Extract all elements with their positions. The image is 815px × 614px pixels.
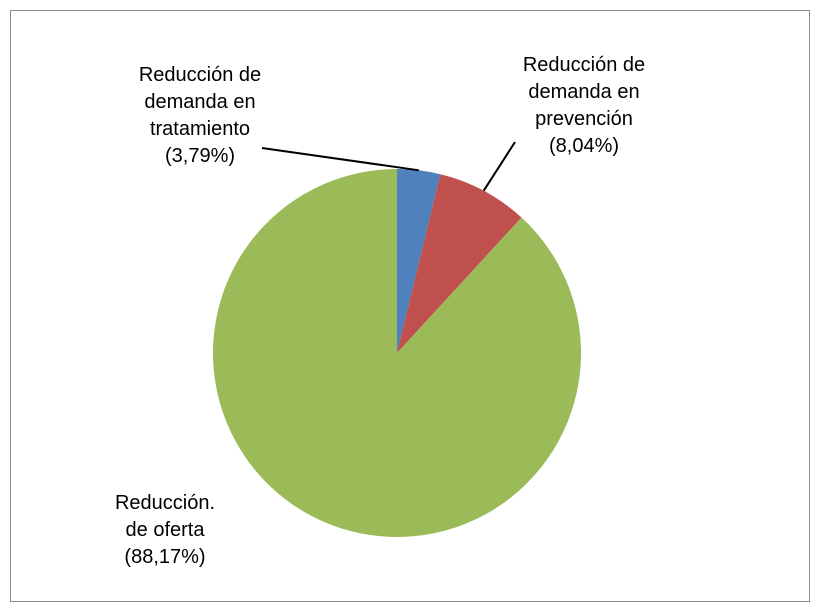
slice-category: Reducción. de oferta	[114, 492, 216, 541]
leader-line	[261, 147, 419, 172]
pie-slice	[397, 174, 522, 353]
slice-label: Reducción de demanda en prevención (8,04%…	[498, 52, 670, 160]
pie-slice	[397, 169, 441, 353]
slice-value-label: (88,17%)	[124, 546, 206, 568]
pie-slice	[212, 169, 581, 537]
slice-label: Reducción. de oferta (88,17%)	[105, 490, 225, 571]
slice-value-label: (3,79%)	[164, 145, 236, 167]
slice-value-label: (8,04%)	[548, 135, 620, 157]
slice-category: Reducción de demanda en tratamiento	[138, 64, 262, 140]
slice-category: Reducción de demanda en prevención	[522, 54, 646, 130]
chart-frame	[10, 10, 810, 602]
leader-line	[482, 141, 516, 192]
slice-label: Reducción de demanda en tratamiento (3,79…	[110, 62, 290, 170]
